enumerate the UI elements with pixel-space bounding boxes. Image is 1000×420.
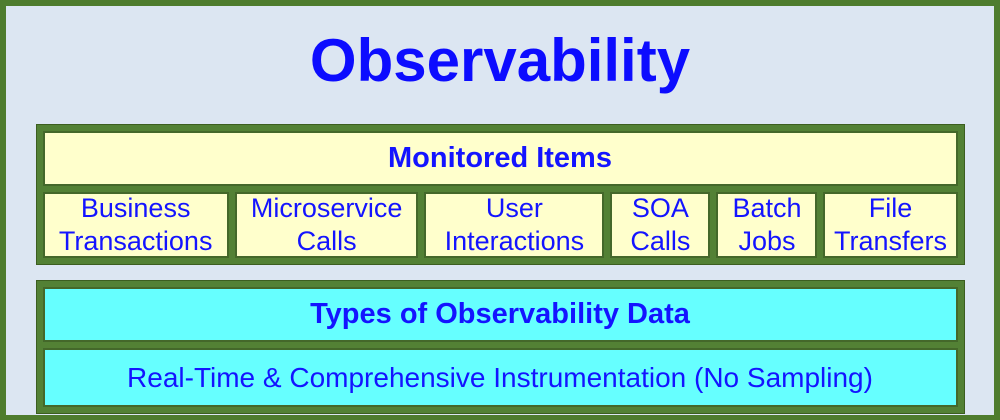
page-title: Observability bbox=[309, 27, 691, 94]
observability-data-panel: Types of Observability Data Real-Time & … bbox=[35, 280, 965, 414]
monitored-items-panel: Monitored Items Business Transactions Mi… bbox=[35, 124, 965, 265]
cell-batch-jobs: Batch Jobs bbox=[716, 192, 818, 258]
cell-business-transactions: Business Transactions bbox=[42, 192, 229, 258]
cell-soa-calls: SOA Calls bbox=[610, 192, 711, 258]
observability-data-header: Types of Observability Data bbox=[42, 287, 958, 342]
cell-microservice-calls: Microservice Calls bbox=[234, 192, 419, 258]
monitored-items-header: Monitored Items bbox=[42, 131, 958, 186]
cell-realtime-instrumentation: Real-Time & Comprehensive Instrumentatio… bbox=[42, 348, 958, 407]
slide-background: Observability Monitored Items Business T… bbox=[6, 6, 994, 415]
cell-user-interactions: User Interactions bbox=[424, 192, 605, 258]
monitored-items-row: Business Transactions Microservice Calls… bbox=[42, 192, 958, 258]
cell-file-transfers: File Transfers bbox=[823, 192, 958, 258]
